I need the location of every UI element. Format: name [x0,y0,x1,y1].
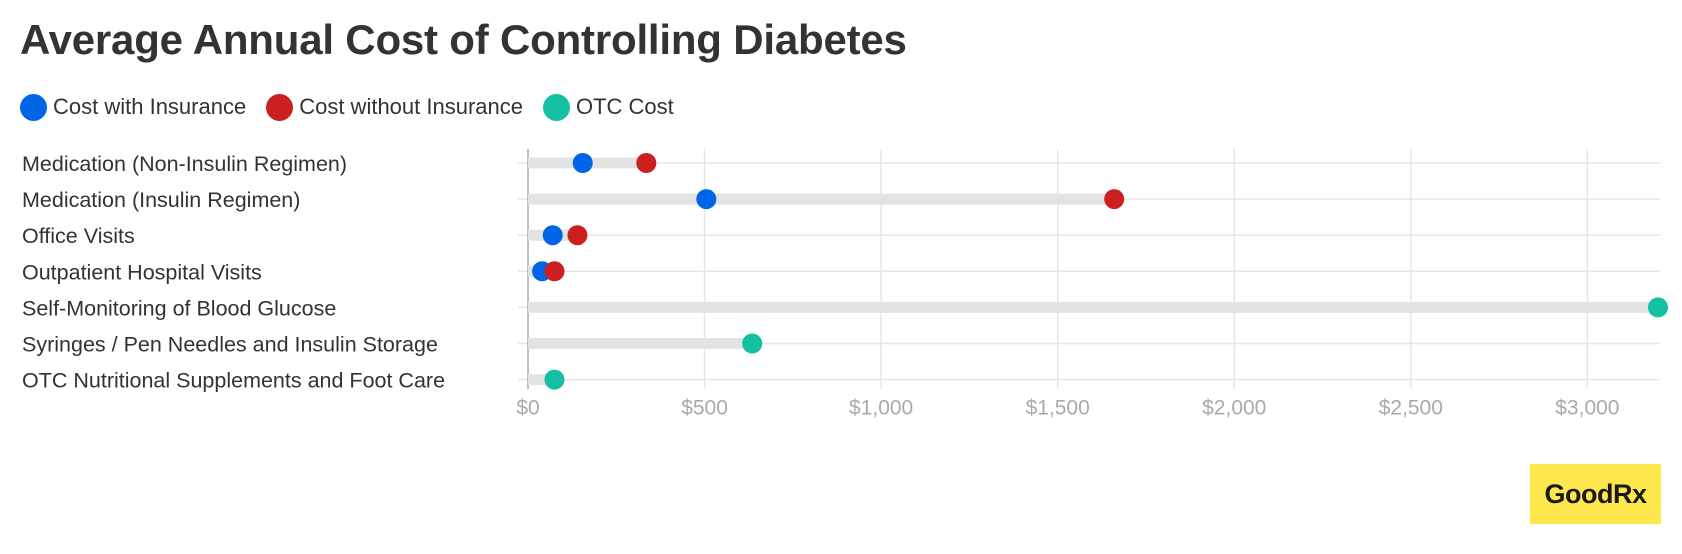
category-label: OTC Nutritional Supplements and Foot Car… [22,369,445,393]
x-tick-label: $0 [516,397,539,420]
chart-title: Average Annual Cost of Controlling Diabe… [20,16,907,63]
data-point [742,333,763,354]
x-tick-label: $3,000 [1555,397,1619,420]
x-tick-label: $1,500 [1026,397,1090,420]
category-label: Syringes / Pen Needles and Insulin Stora… [22,333,438,357]
legend-label-insured: Cost with Insurance [53,94,247,119]
legend-item-uninsured[interactable]: Cost without Insurance [266,93,523,121]
data-point [1104,189,1125,210]
category-label: Office Visits [22,224,135,248]
legend-swatch-otc [542,93,570,121]
logo-text: GoodRx [1544,478,1648,509]
x-tick-label: $500 [681,397,728,420]
data-point [544,369,565,390]
chart-legend: Cost with Insurance Cost without Insuran… [20,92,694,122]
data-point [572,153,593,173]
data-point [696,189,717,210]
x-tick-label: $1,000 [849,397,913,420]
x-tick-label: $2,000 [1202,397,1266,420]
data-point [636,153,657,173]
category-label: Self-Monitoring of Blood Glucose [22,296,336,320]
legend-item-otc[interactable]: OTC Cost [542,93,674,121]
category-label: Outpatient Hospital Visits [22,260,262,284]
legend-label-otc: OTC Cost [575,94,674,119]
data-point [542,225,563,246]
category-label: Medication (Non-Insulin Regimen) [22,152,347,176]
goodrx-logo[interactable]: GoodRx [1530,464,1661,524]
data-point [567,225,588,246]
x-tick-label: $2,500 [1379,397,1443,420]
legend-swatch-insured [20,93,47,121]
data-point [1648,297,1668,318]
category-label: Medication (Insulin Regimen) [22,188,300,212]
legend-label-uninsured: Cost without Insurance [299,94,523,119]
data-point [544,261,565,282]
legend-item-insured[interactable]: Cost with Insurance [20,93,247,121]
legend-swatch-uninsured [266,93,294,121]
